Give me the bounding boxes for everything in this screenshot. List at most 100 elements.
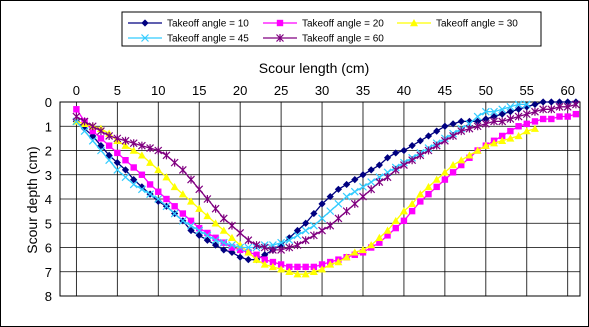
- data-point: [539, 115, 547, 123]
- data-point: [563, 102, 572, 111]
- data-point: [359, 182, 367, 191]
- x-axis-title: Scour length (cm): [259, 60, 369, 76]
- x-tick-label: 30: [315, 83, 329, 98]
- data-point: [244, 256, 252, 264]
- data-point: [400, 161, 408, 170]
- legend-entry-2: Takeoff angle = 20: [263, 19, 384, 30]
- data-point: [121, 136, 130, 145]
- data-point: [261, 256, 268, 263]
- data-point: [342, 192, 351, 201]
- legend-marker: [276, 34, 284, 42]
- data-point: [97, 135, 105, 142]
- series-layer: [72, 98, 580, 278]
- data-point: [285, 267, 294, 275]
- data-point: [326, 192, 334, 201]
- data-point: [97, 127, 105, 136]
- data-point: [105, 156, 114, 165]
- data-point: [211, 236, 220, 245]
- x-tick-label: 55: [520, 83, 534, 98]
- legend-box: [121, 11, 542, 47]
- data-point: [392, 149, 400, 157]
- data-point: [121, 173, 130, 182]
- data-point: [211, 219, 220, 227]
- data-point: [506, 108, 514, 116]
- data-point: [473, 122, 482, 131]
- data-point: [408, 156, 417, 165]
- data-point: [203, 231, 212, 240]
- y-tick-label: 4: [45, 192, 52, 207]
- data-point: [432, 141, 441, 150]
- data-point: [113, 159, 121, 167]
- data-point: [196, 224, 203, 232]
- data-point: [425, 190, 432, 198]
- data-point: [515, 123, 522, 130]
- series-5: [72, 100, 580, 254]
- data-point: [351, 176, 359, 184]
- x-tick-label: 20: [233, 83, 247, 98]
- y-tick-label: 5: [45, 216, 52, 231]
- data-point: [458, 161, 465, 169]
- data-point: [358, 245, 367, 254]
- data-point: [236, 243, 245, 252]
- data-point: [416, 151, 425, 160]
- data-point: [440, 168, 449, 176]
- data-point: [88, 136, 97, 145]
- data-point: [506, 134, 515, 142]
- data-point: [457, 127, 466, 136]
- data-point: [170, 182, 179, 191]
- data-point: [392, 224, 399, 232]
- x-tick-labels: 0 5 10 15 20 25 30 35 40 45 50 55 60: [73, 83, 575, 98]
- x-tick-label: 50: [479, 83, 493, 98]
- data-point: [473, 146, 482, 154]
- data-point: [490, 112, 498, 121]
- data-point: [309, 231, 318, 240]
- data-point: [122, 157, 129, 164]
- data-point: [441, 122, 449, 130]
- data-point: [530, 124, 539, 132]
- y-tick-label: 0: [45, 95, 52, 110]
- data-point: [326, 260, 335, 268]
- data-point: [383, 173, 392, 182]
- data-point: [162, 151, 171, 160]
- data-point: [350, 199, 359, 208]
- data-point: [187, 226, 195, 235]
- data-point: [302, 219, 310, 227]
- data-point: [326, 221, 335, 230]
- data-point: [146, 158, 155, 166]
- data-point: [187, 197, 196, 205]
- data-point: [146, 190, 155, 199]
- data-point: [350, 187, 359, 196]
- data-point: [129, 139, 138, 148]
- x-tick-label: 40: [397, 83, 411, 98]
- x-tick-label: 15: [192, 83, 206, 98]
- legend-label: Takeoff angle = 45: [167, 34, 249, 45]
- data-point: [195, 226, 204, 235]
- legend-entry-3: Takeoff angle = 30: [397, 19, 518, 30]
- data-point: [507, 127, 514, 135]
- data-point: [129, 180, 138, 189]
- data-point: [556, 113, 563, 120]
- legend-entry-5: Takeoff angle = 60: [263, 34, 384, 45]
- data-point: [400, 217, 408, 225]
- data-point: [547, 98, 555, 106]
- data-point: [236, 253, 244, 261]
- data-point: [211, 241, 220, 249]
- data-point: [375, 178, 384, 187]
- data-point: [318, 226, 326, 235]
- data-point: [252, 255, 261, 263]
- data-point: [277, 245, 286, 254]
- data-point: [481, 107, 490, 116]
- data-point: [73, 106, 80, 113]
- data-point: [367, 166, 375, 174]
- data-point: [342, 253, 351, 261]
- data-point: [163, 195, 170, 203]
- data-point: [383, 226, 392, 234]
- x-tick-label: 45: [438, 83, 452, 98]
- data-point: [522, 100, 531, 109]
- data-point: [302, 263, 309, 271]
- data-point: [162, 202, 171, 211]
- data-point: [433, 183, 440, 191]
- data-point: [417, 198, 424, 205]
- x-tick-label: 35: [356, 83, 370, 98]
